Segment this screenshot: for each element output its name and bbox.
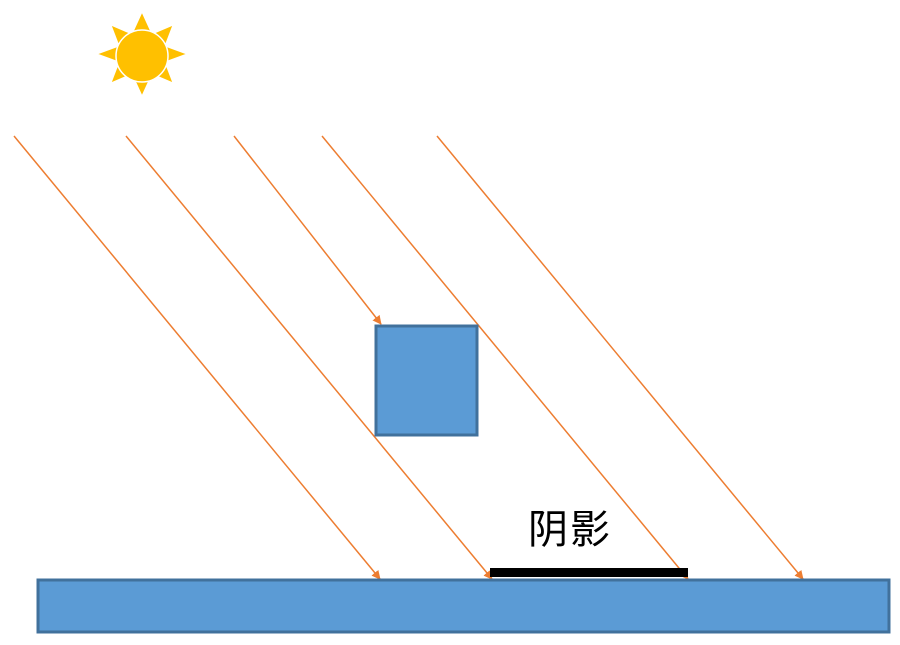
sun-body [115,29,169,83]
shadow-label: 阴影 [528,507,612,553]
blocking-object [374,324,479,437]
light-ray [125,135,493,580]
ground-surface [36,578,891,634]
light-ray [233,135,382,325]
light-ray [13,135,381,580]
light-ray [436,135,804,580]
sun-icon [95,10,189,98]
shadow-region [490,568,688,577]
light-ray [321,135,689,580]
